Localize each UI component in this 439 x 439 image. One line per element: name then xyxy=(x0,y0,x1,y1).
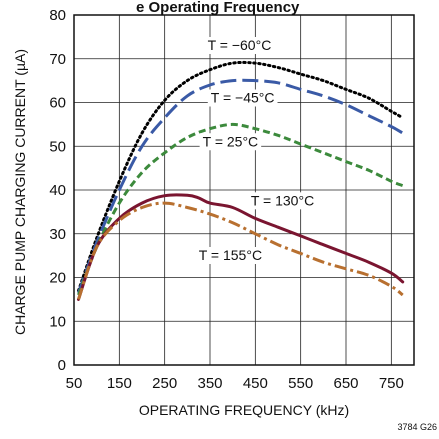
x-axis-title: OPERATING FREQUENCY (kHz) xyxy=(139,402,349,418)
series-label-background xyxy=(199,133,262,151)
series-label-3: T = 130°C xyxy=(251,192,314,208)
y-tick-label: 50 xyxy=(49,138,66,155)
series-label-background xyxy=(204,37,275,54)
y-tick-label: 40 xyxy=(49,182,66,199)
series-label-2: T = 25°C xyxy=(203,133,259,149)
series-label-background xyxy=(207,89,278,107)
x-tick-label: 550 xyxy=(288,375,313,392)
grid-lines xyxy=(73,14,414,366)
series-label-1: T = −45°C xyxy=(211,90,275,106)
series-line-0 xyxy=(77,60,405,293)
series-label-4: T = 155°C xyxy=(199,247,262,263)
x-tick-label: 750 xyxy=(379,375,404,392)
x-tick-label: 350 xyxy=(197,375,222,392)
y-tick-label: 20 xyxy=(49,270,66,287)
x-tick-label: 150 xyxy=(107,375,132,392)
series-label-0: T = −60°C xyxy=(208,37,272,53)
y-tick-label: 60 xyxy=(49,95,66,112)
x-tick-label: 650 xyxy=(333,375,358,392)
series-label-background xyxy=(195,247,266,264)
axis-ticks: 50 150 250 350 450 550 650 750 0 10 20 30 40 50 60 70 80 xyxy=(49,7,404,392)
x-tick-label: 50 xyxy=(66,375,83,392)
series-line-4 xyxy=(77,201,404,300)
x-tick-label: 450 xyxy=(243,375,268,392)
series-line-3 xyxy=(77,193,405,301)
y-tick-label: 80 xyxy=(49,7,66,24)
series-label-background xyxy=(247,192,318,210)
y-tick-label: 10 xyxy=(49,313,66,330)
series-lines xyxy=(77,60,405,301)
y-tick-label: 0 xyxy=(58,357,66,374)
series-line-1 xyxy=(77,78,404,294)
plot-area-frame xyxy=(73,14,415,366)
series-labels: T = −60°C T = −45°C T = 25°C T = 130°C T = 1… xyxy=(195,37,318,264)
figure-id: 3784 G26 xyxy=(397,422,437,432)
y-tick-label: 30 xyxy=(49,226,66,243)
y-tick-label: 70 xyxy=(49,51,66,68)
series-line-2 xyxy=(77,122,404,296)
chart-title: e Operating Frequency xyxy=(136,0,300,16)
x-tick-label: 250 xyxy=(152,375,177,392)
y-axis-title: CHARGE PUMP CHARGING CURRENT (µA) xyxy=(12,49,28,335)
